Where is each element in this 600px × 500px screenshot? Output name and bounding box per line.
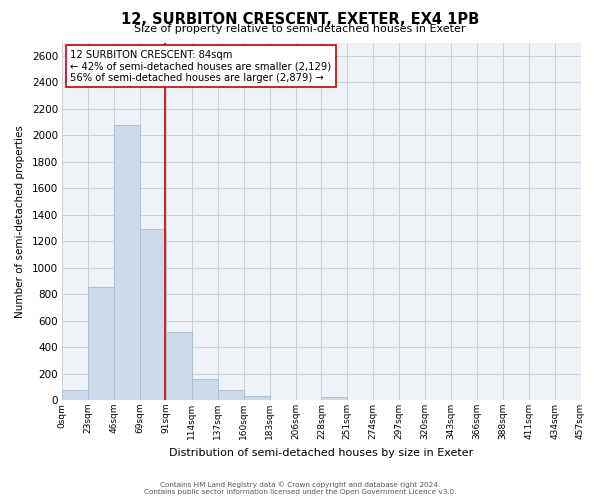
Bar (192, 379, 218, 400)
Bar (244, 396, 269, 400)
Text: 12, SURBITON CRESCENT, EXETER, EX4 1PB: 12, SURBITON CRESCENT, EXETER, EX4 1PB (121, 12, 479, 28)
Bar (140, 229, 166, 400)
Bar (62, 390, 88, 400)
Bar (322, 396, 347, 400)
Bar (166, 332, 192, 400)
Text: Size of property relative to semi-detached houses in Exeter: Size of property relative to semi-detach… (134, 24, 466, 34)
Y-axis label: Number of semi-detached properties: Number of semi-detached properties (15, 125, 25, 318)
Text: Contains HM Land Registry data © Crown copyright and database right 2024.: Contains HM Land Registry data © Crown c… (160, 481, 440, 488)
X-axis label: Distribution of semi-detached houses by size in Exeter: Distribution of semi-detached houses by … (169, 448, 473, 458)
Text: 12 SURBITON CRESCENT: 84sqm
← 42% of semi-detached houses are smaller (2,129)
56: 12 SURBITON CRESCENT: 84sqm ← 42% of sem… (70, 50, 331, 83)
Bar (114, 126, 140, 400)
Bar (218, 390, 244, 400)
Text: Contains public sector information licensed under the Open Government Licence v3: Contains public sector information licen… (144, 489, 456, 495)
Bar (88, 287, 114, 400)
